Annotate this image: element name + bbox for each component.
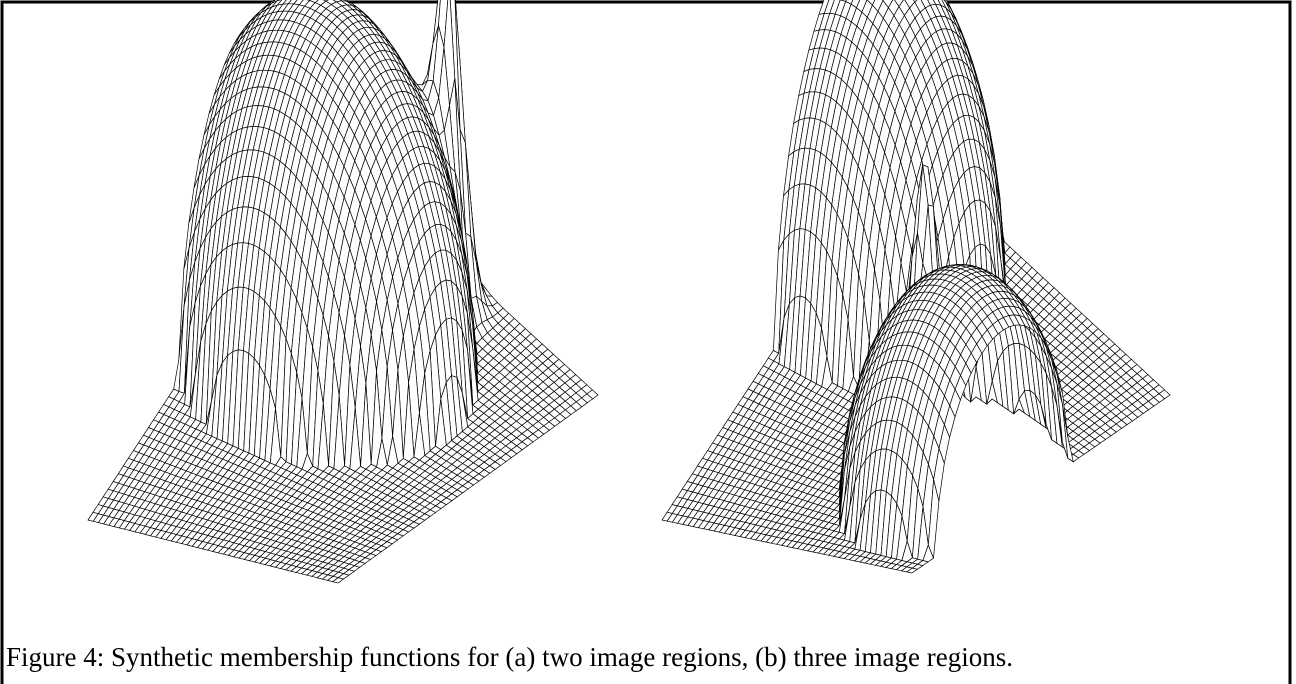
surface-plot-a xyxy=(87,0,599,584)
figure-caption: Figure 4: Synthetic membership functions… xyxy=(6,642,1013,672)
mesh-cell xyxy=(905,567,919,574)
mesh-cell xyxy=(331,577,345,584)
surface-plot-b xyxy=(661,0,1171,574)
